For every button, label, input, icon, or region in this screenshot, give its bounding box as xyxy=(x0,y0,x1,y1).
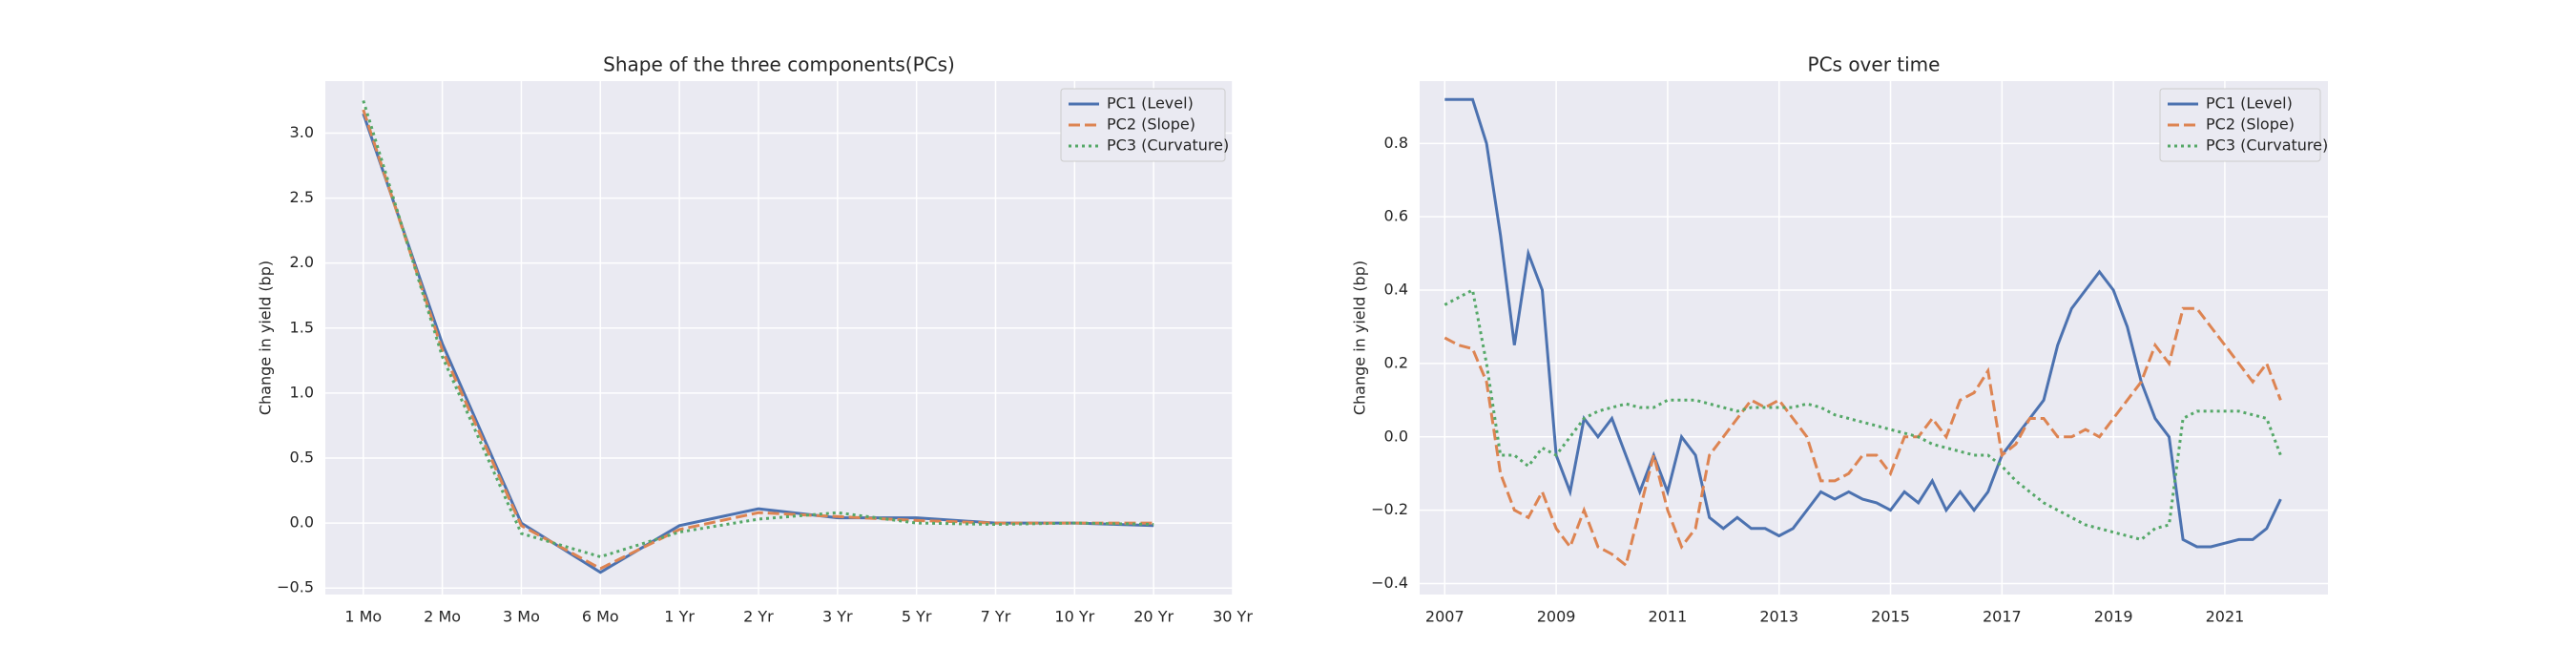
chart-title: Shape of the three components(PCs) xyxy=(603,53,955,76)
x-tick-label: 3 Mo xyxy=(503,608,540,626)
x-tick-label: 1 Mo xyxy=(344,608,382,626)
legend-label: PC3 (Curvature) xyxy=(1107,136,1229,155)
x-tick-label: 2021 xyxy=(2206,608,2245,626)
series-line xyxy=(1444,306,2282,568)
y-tick-label: 2.0 xyxy=(290,253,314,271)
y-tick-label: 0.0 xyxy=(1384,427,1408,445)
y-tick-label: 0.8 xyxy=(1384,134,1408,152)
y-tick-label: 0.2 xyxy=(1384,353,1408,371)
x-tick-label: 20 Yr xyxy=(1133,608,1174,626)
x-tick-label: 2007 xyxy=(1425,608,1465,626)
legend-label: PC2 (Slope) xyxy=(1107,115,1195,134)
y-tick-label: 2.5 xyxy=(290,188,314,206)
legend: PC1 (Level) PC2 (Slope) PC3 (Curvature) xyxy=(1060,88,1229,162)
x-tick-label: 6 Mo xyxy=(582,608,619,626)
x-tick-label: 2 Mo xyxy=(424,608,461,626)
legend-label: PC1 (Level) xyxy=(2206,94,2293,113)
y-tick-label: 0.0 xyxy=(290,513,314,532)
y-tick-label: 3.0 xyxy=(290,123,314,141)
y-tick-label: −0.5 xyxy=(277,578,314,596)
legend-box xyxy=(1060,88,1226,162)
y-tick-label: 0.4 xyxy=(1384,281,1408,299)
x-tick-label: 2015 xyxy=(1871,608,1910,626)
series-line xyxy=(1444,287,2282,542)
y-tick-label: 0.6 xyxy=(1384,207,1408,225)
x-tick-label: 2013 xyxy=(1759,608,1798,626)
x-tick-label: 7 Yr xyxy=(981,608,1011,626)
x-tick-label: 2011 xyxy=(1649,608,1688,626)
plot-area xyxy=(325,81,1233,595)
x-tick-label: 5 Yr xyxy=(902,608,932,626)
legend: PC1 (Level) PC2 (Slope) PC3 (Curvature) xyxy=(2159,88,2328,162)
y-tick-label: 1.0 xyxy=(290,383,314,401)
y-tick-label: −0.4 xyxy=(1371,574,1408,592)
chart-title: PCs over time xyxy=(1808,53,1941,76)
x-tick-label: 1 Yr xyxy=(664,608,695,626)
series-line xyxy=(362,109,1154,571)
legend-label: PC3 (Curvature) xyxy=(2206,136,2328,155)
legend-box xyxy=(2159,88,2321,162)
y-tick-label: −0.2 xyxy=(1371,500,1408,518)
legend-label: PC1 (Level) xyxy=(1107,94,1194,113)
x-tick-label: 3 Yr xyxy=(822,608,853,626)
legend-label: PC2 (Slope) xyxy=(2206,115,2295,134)
y-axis-label: Change in yield (bp) xyxy=(1351,261,1369,415)
x-tick-label: 10 Yr xyxy=(1054,608,1094,626)
x-tick-label: 2009 xyxy=(1537,608,1576,626)
y-axis-label: Change in yield (bp) xyxy=(257,261,275,415)
y-tick-label: 1.5 xyxy=(290,318,314,336)
x-tick-label: 2019 xyxy=(2094,608,2133,626)
x-tick-label: 2017 xyxy=(1983,608,2022,626)
x-tick-label: 30 Yr xyxy=(1213,608,1253,626)
y-tick-label: 0.5 xyxy=(290,448,314,466)
x-tick-label: 2 Yr xyxy=(743,608,774,626)
